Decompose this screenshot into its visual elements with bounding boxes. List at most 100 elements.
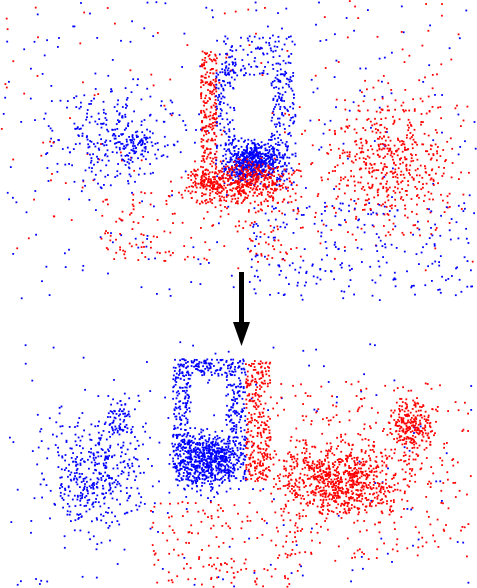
blue-point (283, 293, 286, 296)
blue-point (438, 288, 441, 291)
red-point (252, 363, 255, 365)
red-point (425, 3, 427, 5)
blue-point (222, 455, 224, 458)
red-point (149, 203, 152, 206)
blue-point (185, 478, 188, 481)
red-point (260, 201, 262, 204)
red-point (368, 198, 370, 200)
red-point (266, 456, 269, 459)
red-point (383, 135, 385, 138)
blue-point (24, 362, 27, 365)
blue-point (233, 109, 236, 112)
blue-point (250, 139, 253, 142)
blue-point (168, 288, 171, 291)
red-point (244, 220, 247, 223)
blue-point (182, 452, 185, 455)
red-point (437, 146, 439, 148)
blue-point (149, 130, 151, 133)
red-point (402, 173, 405, 176)
red-point (240, 166, 243, 169)
blue-point (186, 456, 188, 459)
red-point (209, 192, 212, 195)
blue-point (198, 442, 201, 444)
blue-point (184, 391, 187, 394)
red-point (201, 65, 204, 68)
blue-point (188, 475, 191, 478)
blue-point (216, 458, 219, 461)
blue-point (123, 392, 126, 395)
blue-point (203, 435, 206, 437)
blue-point (359, 89, 361, 92)
red-point (422, 186, 424, 189)
blue-point (225, 442, 227, 445)
red-point (287, 186, 289, 189)
blue-point (209, 475, 212, 478)
blue-point (230, 474, 233, 477)
red-point (281, 200, 284, 203)
blue-point (66, 100, 69, 102)
red-point (278, 210, 281, 212)
red-point (210, 83, 213, 86)
red-point (383, 126, 386, 129)
blue-point (266, 522, 268, 525)
red-point (358, 168, 361, 171)
blue-point (183, 440, 186, 442)
blue-point (103, 184, 105, 186)
blue-point (319, 278, 322, 281)
red-point (358, 147, 361, 150)
red-point (255, 175, 258, 178)
red-point (384, 139, 387, 142)
blue-point (341, 202, 344, 205)
blue-point (187, 394, 190, 397)
red-point (249, 187, 252, 189)
blue-point (244, 419, 246, 422)
red-point (256, 393, 259, 396)
red-point (379, 143, 382, 146)
red-point (253, 360, 256, 362)
red-point (390, 207, 393, 210)
blue-point (105, 164, 108, 167)
blue-point (225, 456, 227, 458)
blue-point (195, 448, 198, 451)
red-point (268, 439, 271, 442)
red-point (224, 186, 227, 189)
blue-point (183, 375, 185, 378)
red-point (371, 449, 374, 451)
red-point (202, 159, 205, 162)
blue-point (239, 466, 242, 469)
red-point (194, 180, 196, 183)
red-point (255, 389, 257, 391)
red-point (250, 222, 253, 224)
red-point (208, 84, 211, 86)
red-point (431, 168, 434, 171)
red-point (384, 155, 386, 158)
blue-point (229, 152, 232, 154)
blue-point (113, 137, 116, 140)
red-point (347, 184, 349, 187)
red-point (266, 258, 269, 260)
blue-point (203, 458, 206, 461)
red-point (269, 191, 271, 194)
red-point (207, 201, 209, 204)
blue-point (449, 238, 452, 241)
blue-point (212, 449, 214, 451)
red-point (33, 198, 35, 201)
red-point (364, 79, 366, 82)
blue-point (227, 447, 230, 449)
red-point (259, 208, 262, 211)
blue-point (137, 173, 140, 176)
red-point (216, 193, 219, 195)
red-point (255, 404, 258, 406)
blue-point (221, 118, 224, 120)
blue-point (73, 122, 76, 125)
blue-point (284, 143, 287, 146)
blue-point (178, 473, 181, 476)
red-point (301, 226, 304, 229)
blue-point (146, 361, 148, 363)
red-point (213, 178, 215, 181)
blue-point (95, 209, 97, 211)
red-point (245, 398, 248, 401)
red-point (207, 169, 209, 172)
blue-point (214, 451, 216, 454)
blue-point (254, 171, 257, 174)
